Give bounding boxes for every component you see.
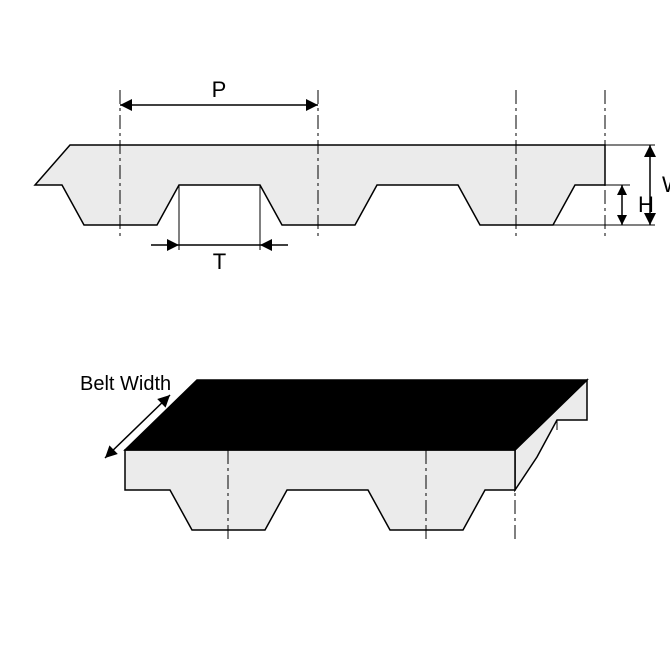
width-label: W bbox=[662, 172, 670, 197]
belt-diagram: PTHWBelt Width bbox=[0, 0, 670, 670]
tooth-label: T bbox=[213, 249, 226, 274]
belt-width-label: Belt Width bbox=[80, 373, 171, 395]
pitch-label: P bbox=[212, 77, 227, 102]
